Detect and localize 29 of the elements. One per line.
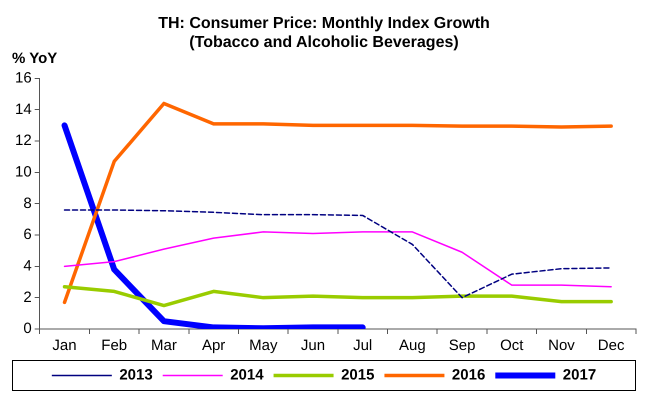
legend-label: 2014 (230, 366, 264, 384)
y-tick-label: 16 (14, 70, 32, 87)
y-tick-label: 2 (23, 288, 32, 306)
x-tick-label: Oct (500, 337, 524, 354)
legend-label: 2013 (119, 366, 153, 384)
x-tick-label: Sep (448, 337, 476, 354)
y-tick-label: 6 (23, 226, 32, 244)
y-tick-label: 0 (23, 320, 32, 338)
x-tick-label: Mar (150, 337, 177, 354)
y-tick-label: 10 (14, 164, 32, 181)
x-tick-label: Apr (202, 337, 226, 354)
legend-label: 2016 (452, 366, 486, 384)
x-tick-label: Feb (101, 337, 128, 354)
y-tick-label: 4 (23, 257, 32, 274)
x-tick-label: Jun (300, 337, 326, 354)
legend-label: 2017 (562, 366, 596, 384)
y-axis-title: % YoY (12, 50, 58, 68)
y-tick-label: 14 (14, 100, 32, 118)
x-tick-label: Jul (353, 337, 372, 354)
line-series (64, 209, 612, 298)
x-tick-label: Jan (52, 337, 77, 354)
chart-title: TH: Consumer Price: Monthly Index Growth (Tobacco and Alcoholic Beverages) (158, 15, 490, 52)
x-tick-label: Aug (399, 337, 426, 354)
x-tick-label: May (249, 337, 278, 354)
x-tick-label: Nov (548, 337, 576, 354)
legend-label: 2015 (341, 366, 374, 384)
y-tick-label: 8 (23, 194, 32, 212)
y-tick-label: 12 (14, 132, 32, 150)
x-tick-label: Dec (598, 337, 625, 354)
